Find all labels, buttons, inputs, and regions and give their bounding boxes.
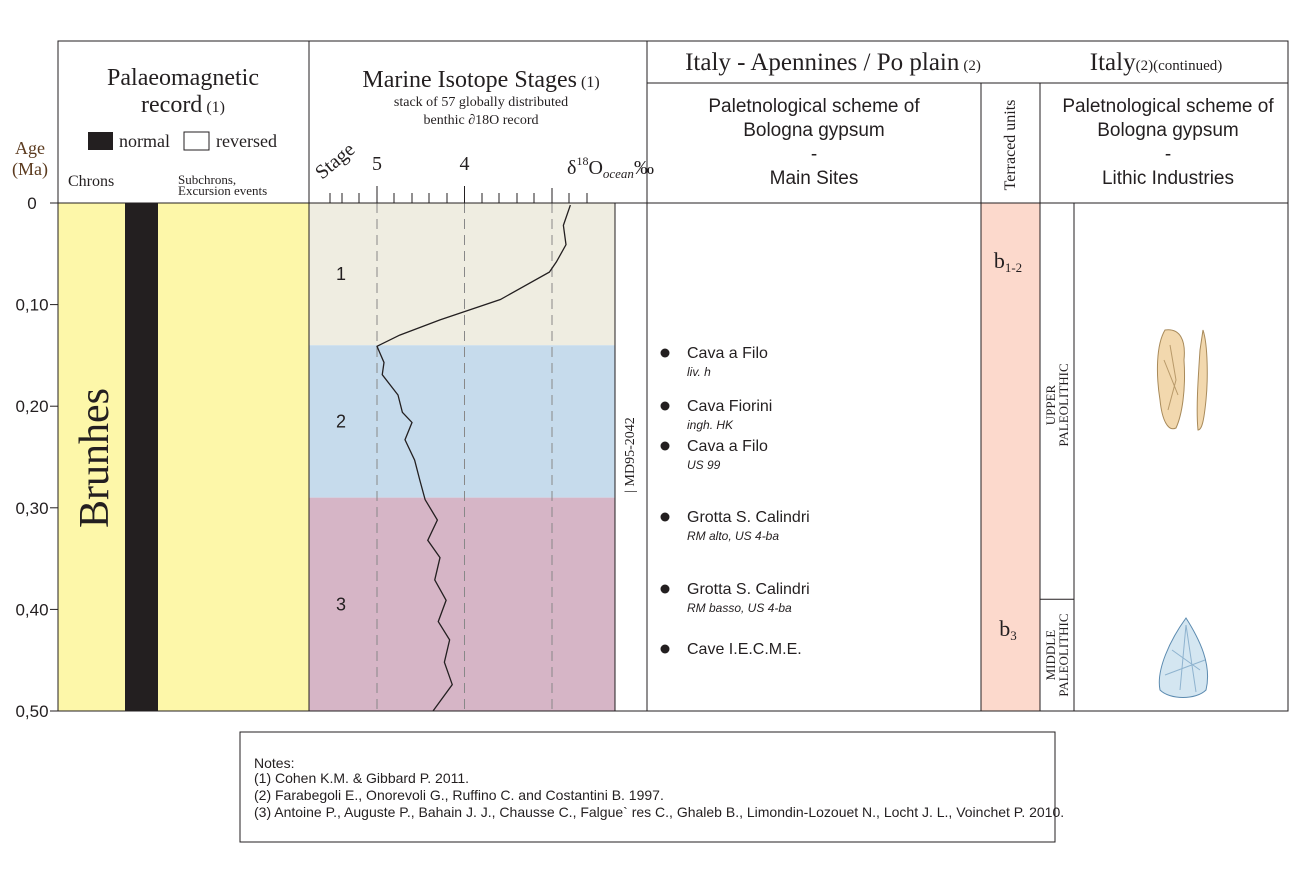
legend-reversed-swatch (183, 131, 210, 151)
column-header: Paletnological scheme of (1062, 96, 1274, 117)
terraced-unit: b3 (999, 616, 1017, 643)
frame (57, 40, 1289, 712)
period-label: MIDDLE (1043, 630, 1058, 681)
site-bullet (660, 441, 670, 451)
column-header: Paletnological scheme of (708, 96, 920, 117)
notes-title: Notes: (254, 755, 294, 771)
subchrons-label: Excursion events (178, 183, 267, 198)
legend-normal: normal (119, 131, 170, 151)
scale-minor-ticks (329, 188, 588, 203)
notes-box (239, 731, 1056, 843)
italy-continued-title: Italy(2)(continued) (1090, 49, 1222, 76)
stage-number: 3 (336, 594, 346, 614)
age-tick-label: 0,50 (15, 702, 48, 721)
site-bullet (660, 644, 670, 654)
chron-name: Brunhes (72, 388, 118, 528)
mis-subtitle: stack of 57 globally distributed (394, 95, 568, 110)
age-title: Age (15, 138, 45, 158)
mis-subtitle: benthic ∂18O record (424, 113, 539, 128)
core-label: | MD95-2042 (623, 417, 638, 493)
site-detail: RM basso, US 4-ba (687, 601, 792, 615)
terraced-unit: b1-2 (994, 248, 1022, 275)
site-bullet (660, 584, 670, 594)
age-tick-label: 0,30 (15, 499, 48, 518)
column-header: - (1165, 144, 1171, 165)
stage-number: 1 (336, 264, 346, 284)
column-header: Lithic Industries (1102, 168, 1234, 189)
age-tick-label: 0,20 (15, 397, 48, 416)
site-detail: US 99 (687, 458, 721, 472)
site-bullet (660, 401, 670, 411)
italy-title: Italy - Apennines / Po plain (2) (685, 49, 981, 76)
site-name: Grotta S. Calindri (687, 509, 810, 526)
chrons-label: Chrons (68, 173, 114, 190)
terraced-fill (981, 203, 1040, 711)
site-bullet (660, 512, 670, 522)
site-name: Grotta S. Calindri (687, 581, 810, 598)
period-label: UPPER (1043, 384, 1058, 425)
scale-tick-label: 5 (372, 153, 382, 175)
age-unit: (Ma) (12, 159, 48, 180)
legend-reversed: reversed (216, 131, 277, 151)
isotope-curve (376, 204, 571, 712)
column-header: Main Sites (770, 168, 859, 189)
isotope-stage (309, 497, 615, 711)
unit-letter: b (994, 248, 1005, 273)
age-tick-label: 0,40 (15, 600, 48, 619)
scale-tick-label: 4 (460, 153, 470, 175)
column-header: Bologna gypsum (743, 120, 885, 141)
note: (3) Antoine P., Auguste P., Bahain J. J.… (254, 804, 1064, 820)
period-label: PALEOLITHIC (1056, 613, 1071, 696)
palaeomag-fill (58, 203, 309, 711)
age-tick-label: 0,10 (15, 296, 48, 315)
terraced-header: Terraced units (1002, 100, 1019, 191)
mis-title: Marine Isotope Stages (1) (362, 67, 599, 93)
unit-letter: b (999, 616, 1010, 641)
site-name: Cave I.E.C.M.E. (687, 641, 802, 658)
column-header: - (811, 144, 817, 165)
site-name: Cava Fiorini (687, 398, 772, 415)
site-detail: liv. h (687, 365, 711, 379)
stage-label: Stage (311, 138, 359, 183)
unit-sub: 3 (1010, 628, 1017, 643)
isotope-stage (309, 345, 615, 498)
isotope-stage (309, 203, 615, 346)
palaeomag-title: record (1) (141, 92, 225, 118)
age-tick-label: 0 (27, 194, 36, 213)
palaeomag-title: Palaeomagnetic (107, 65, 259, 91)
legend-normal-swatch (88, 132, 113, 150)
unit-sub: 1-2 (1005, 260, 1022, 275)
column-header: Bologna gypsum (1097, 120, 1239, 141)
site-detail: ingh. HK (687, 418, 734, 432)
axis-label: δ18Oocean‰ (567, 154, 654, 181)
site-detail: RM alto, US 4-ba (687, 529, 779, 543)
site-name: Cava a Filo (687, 345, 768, 362)
stage-number: 2 (336, 411, 346, 431)
site-name: Cava a Filo (687, 438, 768, 455)
subchrons-label: Subchrons, (178, 172, 236, 187)
note: (2) Farabegoli E., Onorevoli G., Ruffino… (254, 787, 664, 803)
site-bullet (660, 348, 670, 358)
period-label: PALEOLITHIC (1056, 363, 1071, 446)
upper-paleolithic-tools (1156, 329, 1208, 431)
middle-paleolithic-tool (1158, 617, 1209, 698)
note: (1) Cohen K.M. & Gibbard P. 2011. (254, 770, 469, 786)
normal-polarity-band (125, 203, 158, 711)
